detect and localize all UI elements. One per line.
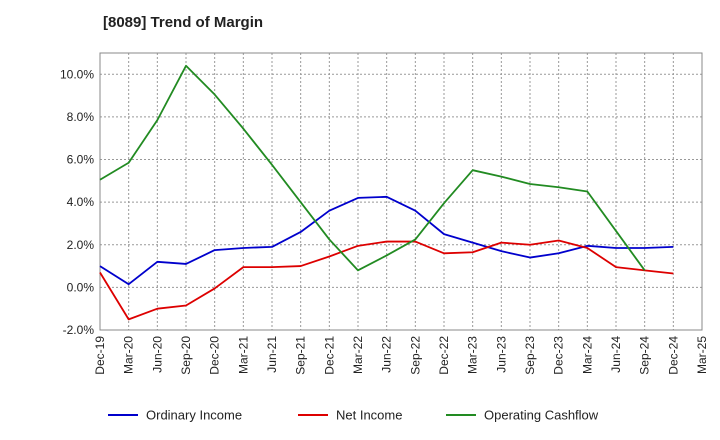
x-tick-label: Sep-20	[179, 336, 193, 375]
y-tick-label: 6.0%	[67, 153, 95, 167]
x-tick-label: Dec-20	[208, 336, 222, 375]
legend-label-ordinary-income: Ordinary Income	[146, 408, 242, 423]
legend-label-net-income: Net Income	[336, 408, 402, 423]
x-tick-label: Dec-21	[322, 336, 336, 375]
y-tick-label: 8.0%	[67, 110, 95, 124]
plot-area	[100, 53, 702, 330]
x-tick-label: Jun-21	[265, 336, 279, 373]
x-tick-label: Jun-23	[494, 336, 508, 373]
y-tick-label: 2.0%	[67, 238, 95, 252]
series-line-net-income	[99, 239, 674, 321]
x-tick-label: Mar-22	[351, 336, 365, 374]
x-tick-label: Dec-24	[666, 336, 680, 375]
x-tick-label: Mar-20	[122, 336, 136, 374]
x-tick-label: Mar-23	[466, 336, 480, 374]
x-tick-label: Mar-21	[236, 336, 250, 374]
x-tick-label: Jun-24	[609, 336, 623, 373]
y-tick-label: 4.0%	[67, 195, 95, 209]
x-tick-label: Mar-25	[695, 336, 709, 374]
legend-label-operating-cashflow: Operating Cashflow	[484, 408, 599, 423]
series-line-operating-cashflow	[99, 64, 646, 272]
y-tick-label: 10.0%	[60, 67, 94, 81]
x-tick-label: Jun-20	[150, 336, 164, 373]
y-tick-label: 0.0%	[67, 280, 95, 294]
x-tick-label: Sep-22	[408, 336, 422, 375]
x-tick-label: Jun-22	[380, 336, 394, 373]
x-tick-label: Sep-24	[638, 336, 652, 375]
plot-border	[99, 52, 703, 331]
x-tick-label: Dec-22	[437, 336, 451, 375]
x-tick-label: Dec-19	[93, 336, 107, 375]
x-tick-label: Mar-24	[580, 336, 594, 374]
y-tick-label: -2.0%	[63, 323, 95, 337]
x-tick-label: Dec-23	[552, 336, 566, 375]
x-tick-label: Sep-23	[523, 336, 537, 375]
chart-title: [8089] Trend of Margin	[103, 14, 264, 31]
series-line-ordinary-income	[99, 195, 674, 286]
x-tick-label: Sep-21	[294, 336, 308, 375]
